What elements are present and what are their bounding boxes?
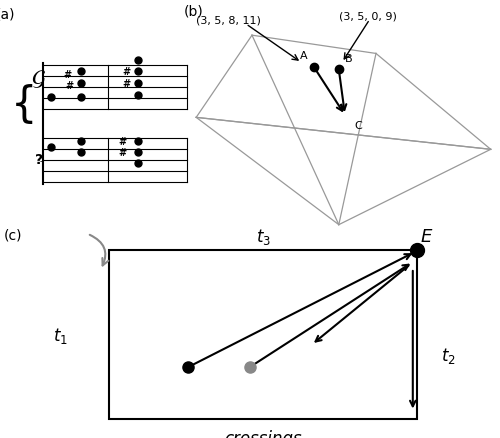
Text: #: # bbox=[122, 67, 130, 77]
Text: (a): (a) bbox=[0, 7, 15, 21]
Text: #: # bbox=[118, 148, 127, 158]
Text: (3, 5, 8, 11): (3, 5, 8, 11) bbox=[196, 16, 261, 25]
Text: (b): (b) bbox=[184, 4, 204, 18]
Text: $t_2$: $t_2$ bbox=[440, 345, 456, 365]
Bar bbox=[109, 250, 417, 420]
Text: #: # bbox=[64, 70, 72, 80]
Text: C: C bbox=[354, 120, 362, 131]
Text: (3, 5, 0, 9): (3, 5, 0, 9) bbox=[339, 11, 396, 21]
Text: $t_3$: $t_3$ bbox=[256, 226, 270, 246]
Text: {: { bbox=[11, 84, 37, 126]
Text: A: A bbox=[300, 51, 308, 61]
Text: B: B bbox=[345, 53, 352, 64]
Text: $\mathcal{G}$: $\mathcal{G}$ bbox=[31, 68, 46, 90]
Text: :: : bbox=[38, 152, 42, 165]
Text: #: # bbox=[118, 137, 127, 146]
Text: E: E bbox=[420, 227, 432, 245]
Text: #: # bbox=[66, 81, 74, 91]
Text: $\mathbf{?}$: $\mathbf{?}$ bbox=[34, 152, 43, 166]
Text: $t_1$: $t_1$ bbox=[54, 325, 68, 345]
Text: (c): (c) bbox=[4, 228, 22, 242]
FancyArrowPatch shape bbox=[90, 235, 108, 266]
Text: #: # bbox=[122, 78, 130, 88]
Text: crossings: crossings bbox=[224, 429, 302, 438]
